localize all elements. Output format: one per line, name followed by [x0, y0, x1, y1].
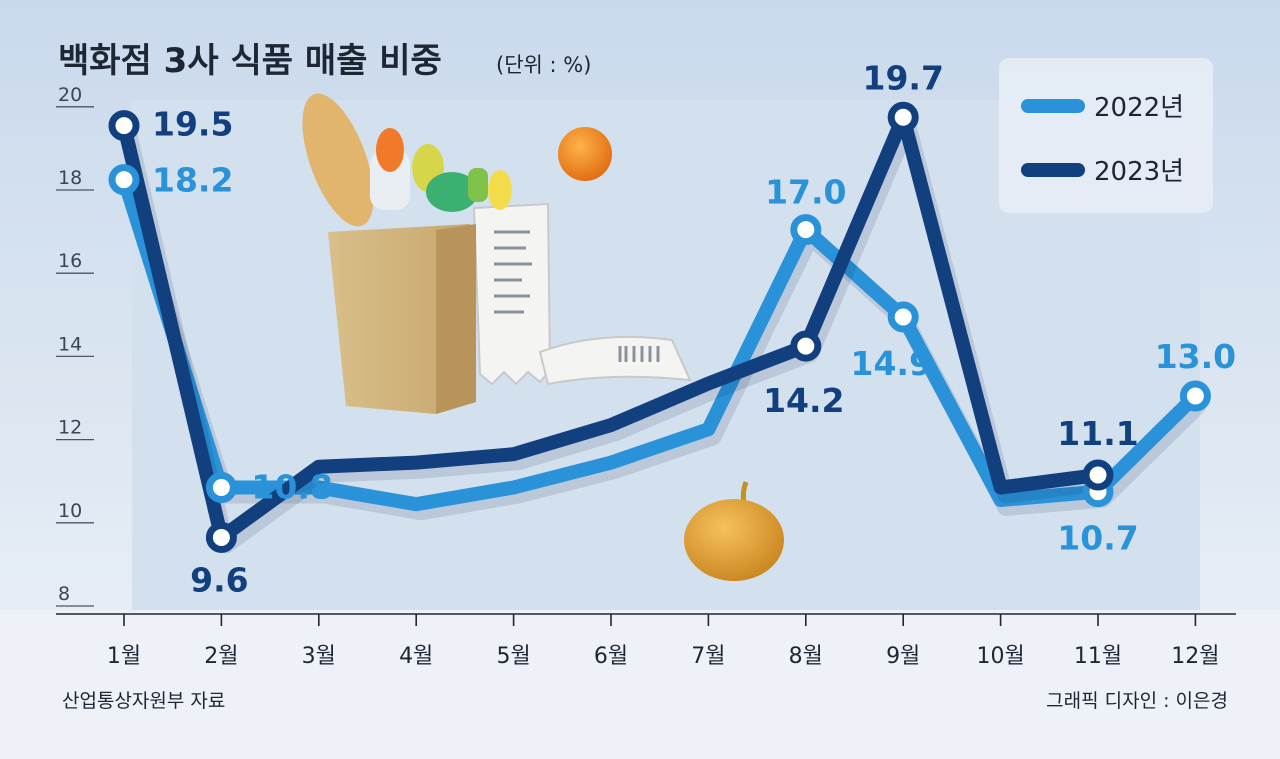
x-axis: 1월 2월 3월 4월 5월 6월 7월 8월 9월 10월 11월 12월: [56, 613, 1236, 669]
x-tick-label: 10월: [976, 644, 1024, 669]
orange-illustration: [558, 127, 612, 181]
series-layer: [108, 101, 1211, 554]
data-point-marker: [887, 301, 919, 333]
x-tick-label: 6월: [594, 644, 628, 669]
data-label: 10.8: [251, 468, 332, 507]
x-tick-label: 5월: [496, 644, 530, 669]
y-tick-label: 8: [58, 583, 70, 605]
data-label: 14.9: [850, 344, 931, 383]
data-point-marker: [790, 330, 822, 362]
y-tick-label: 20: [58, 84, 82, 106]
source-note: 산업통상자원부 자료: [62, 690, 225, 712]
y-tick-label: 18: [58, 167, 82, 189]
x-tick-label: 12월: [1171, 644, 1219, 669]
unit-label: (단위 : %): [496, 53, 591, 77]
data-point-marker: [108, 110, 140, 142]
x-tick-label: 9월: [886, 644, 920, 669]
data-label: 10.7: [1057, 519, 1138, 558]
series-line-1: [117, 110, 1105, 545]
data-point-marker: [1082, 459, 1114, 491]
x-tick-label: 2월: [204, 644, 238, 669]
onion-illustration: [684, 481, 784, 581]
grocery-bag-illustration: [302, 93, 692, 414]
y-tick-label: 10: [58, 500, 82, 522]
data-point-marker: [887, 101, 919, 133]
y-tick-label: 12: [58, 417, 82, 439]
series-shadow-0: [121, 185, 1207, 521]
data-point-marker: [205, 472, 237, 504]
data-point-marker: [1179, 380, 1211, 412]
data-label: 9.6: [190, 560, 248, 599]
bottom-band: [0, 610, 1280, 759]
legend-label-2023: 2023년: [1094, 157, 1184, 187]
legend-label-2022: 2022년: [1094, 93, 1184, 123]
data-point-marker: [108, 164, 140, 196]
data-label: 18.2: [152, 161, 233, 200]
y-tick-label: 16: [58, 250, 82, 272]
y-axis: 8 10 12 14 16 18 20: [56, 84, 94, 607]
data-label: 13.0: [1155, 337, 1236, 376]
data-label-layer: 18.2 10.8 17.0 14.9 10.7 13.0 19.5 9.6 14.2 19.7 1…: [152, 58, 1236, 599]
data-label: 19.5: [152, 105, 233, 144]
y-tick-label: 14: [58, 333, 82, 355]
data-label: 19.7: [862, 58, 943, 97]
x-tick-label: 3월: [302, 644, 336, 669]
data-label: 14.2: [763, 381, 844, 420]
x-tick-label: 8월: [789, 644, 823, 669]
x-tick-label: 4월: [399, 644, 433, 669]
data-point-marker: [790, 214, 822, 246]
chart-title: 백화점 3사 식품 매출 비중: [58, 41, 442, 81]
data-label: 17.0: [765, 173, 846, 212]
legend-box: [999, 58, 1213, 213]
data-label: 11.1: [1057, 414, 1138, 453]
x-tick-label: 11월: [1074, 644, 1122, 669]
legend: 2022년 2023년: [999, 58, 1213, 213]
data-point-marker: [205, 521, 237, 553]
series-line-0: [117, 172, 1203, 512]
credit-note: 그래픽 디자인 : 이은경: [1046, 690, 1228, 712]
x-tick-label: 7월: [691, 644, 725, 669]
x-tick-label: 1월: [107, 644, 141, 669]
